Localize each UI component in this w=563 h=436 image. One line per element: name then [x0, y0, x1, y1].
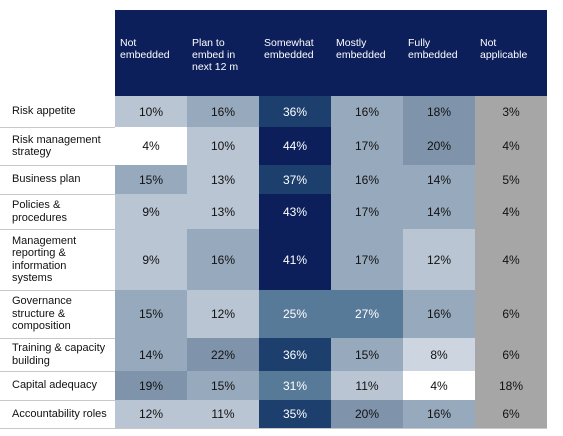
row-label: Policies & procedures [12, 199, 68, 224]
row-label: Capital adequacy [12, 379, 98, 391]
heatmap-cell: 18% [475, 371, 547, 400]
heatmap-cell: 25% [259, 290, 331, 338]
heatmap-cell: 15% [115, 290, 187, 338]
heatmap-cell: 12% [115, 400, 187, 428]
heatmap-cell: 12% [403, 229, 475, 290]
row-label: Risk management strategy [12, 133, 101, 159]
heatmap-cell: 9% [115, 229, 187, 290]
heatmap-cell: 4% [475, 194, 547, 229]
heatmap-cell: 11% [331, 371, 403, 400]
column-header: Not embedded [120, 37, 170, 61]
column-header: Plan to embed in next 12 m [192, 37, 239, 73]
heatmap-cell: 15% [331, 338, 403, 371]
heatmap-cell: 16% [187, 229, 259, 290]
heatmap-cell: 6% [475, 290, 547, 338]
row-label: Business plan [12, 173, 81, 185]
heatmap-cell: 44% [259, 127, 331, 165]
column-header: Fully embedded [408, 37, 458, 61]
heatmap-cell: 12% [187, 290, 259, 338]
heatmap-cell: 6% [475, 338, 547, 371]
heatmap-cell: 17% [331, 194, 403, 229]
heatmap-cell: 41% [259, 229, 331, 290]
row-label: Governance structure & composition [12, 295, 72, 332]
heatmap-cell: 16% [331, 165, 403, 194]
header-background [115, 10, 547, 96]
heatmap-cell: 19% [115, 371, 187, 400]
heatmap-cell: 6% [475, 400, 547, 428]
heatmap-cell: 37% [259, 165, 331, 194]
heatmap-cell: 4% [475, 229, 547, 290]
heatmap-cell: 13% [187, 165, 259, 194]
heatmap-cell: 15% [115, 165, 187, 194]
heatmap-cell: 15% [187, 371, 259, 400]
heatmap-cell: 20% [331, 400, 403, 428]
heatmap-cell: 13% [187, 194, 259, 229]
column-header: Somewhat embedded [264, 37, 314, 61]
heatmap-cell: 16% [187, 96, 259, 127]
heatmap-cell: 14% [115, 338, 187, 371]
heatmap-cell: 14% [403, 165, 475, 194]
heatmap-cell: 14% [403, 194, 475, 229]
heatmap-cell: 22% [187, 338, 259, 371]
heatmap-cell: 5% [475, 165, 547, 194]
heatmap-cell: 16% [403, 290, 475, 338]
heatmap-cell: 16% [331, 96, 403, 127]
heatmap-cell: 31% [259, 371, 331, 400]
heatmap-cell: 4% [403, 371, 475, 400]
heatmap-cell: 9% [115, 194, 187, 229]
heatmap-cell: 35% [259, 400, 331, 428]
heatmap-cell: 4% [475, 127, 547, 165]
heatmap-cell: 10% [187, 127, 259, 165]
heatmap-cell: 43% [259, 194, 331, 229]
row-label: Management reporting & information syste… [12, 234, 77, 285]
heatmap-cell: 27% [331, 290, 403, 338]
heatmap-cell: 16% [403, 400, 475, 428]
row-label: Training & capacity building [12, 342, 106, 367]
heatmap-cell: 4% [115, 127, 187, 165]
row-label: Accountability roles [12, 407, 107, 420]
heatmap-cell: 8% [403, 338, 475, 371]
heatmap-cell: 36% [259, 338, 331, 371]
column-header: Mostly embedded [336, 37, 386, 61]
heatmap-cell: 20% [403, 127, 475, 165]
row-label: Risk appetite [12, 105, 76, 117]
column-header: Not applicable [480, 37, 528, 61]
heatmap-cell: 18% [403, 96, 475, 127]
heatmap-cell: 36% [259, 96, 331, 127]
heatmap-cell: 17% [331, 127, 403, 165]
heatmap-cell: 10% [115, 96, 187, 127]
heatmap-cell: 17% [331, 229, 403, 290]
heatmap-cell: 3% [475, 96, 547, 127]
row-separator [0, 428, 547, 429]
heatmap-cell: 11% [187, 400, 259, 428]
